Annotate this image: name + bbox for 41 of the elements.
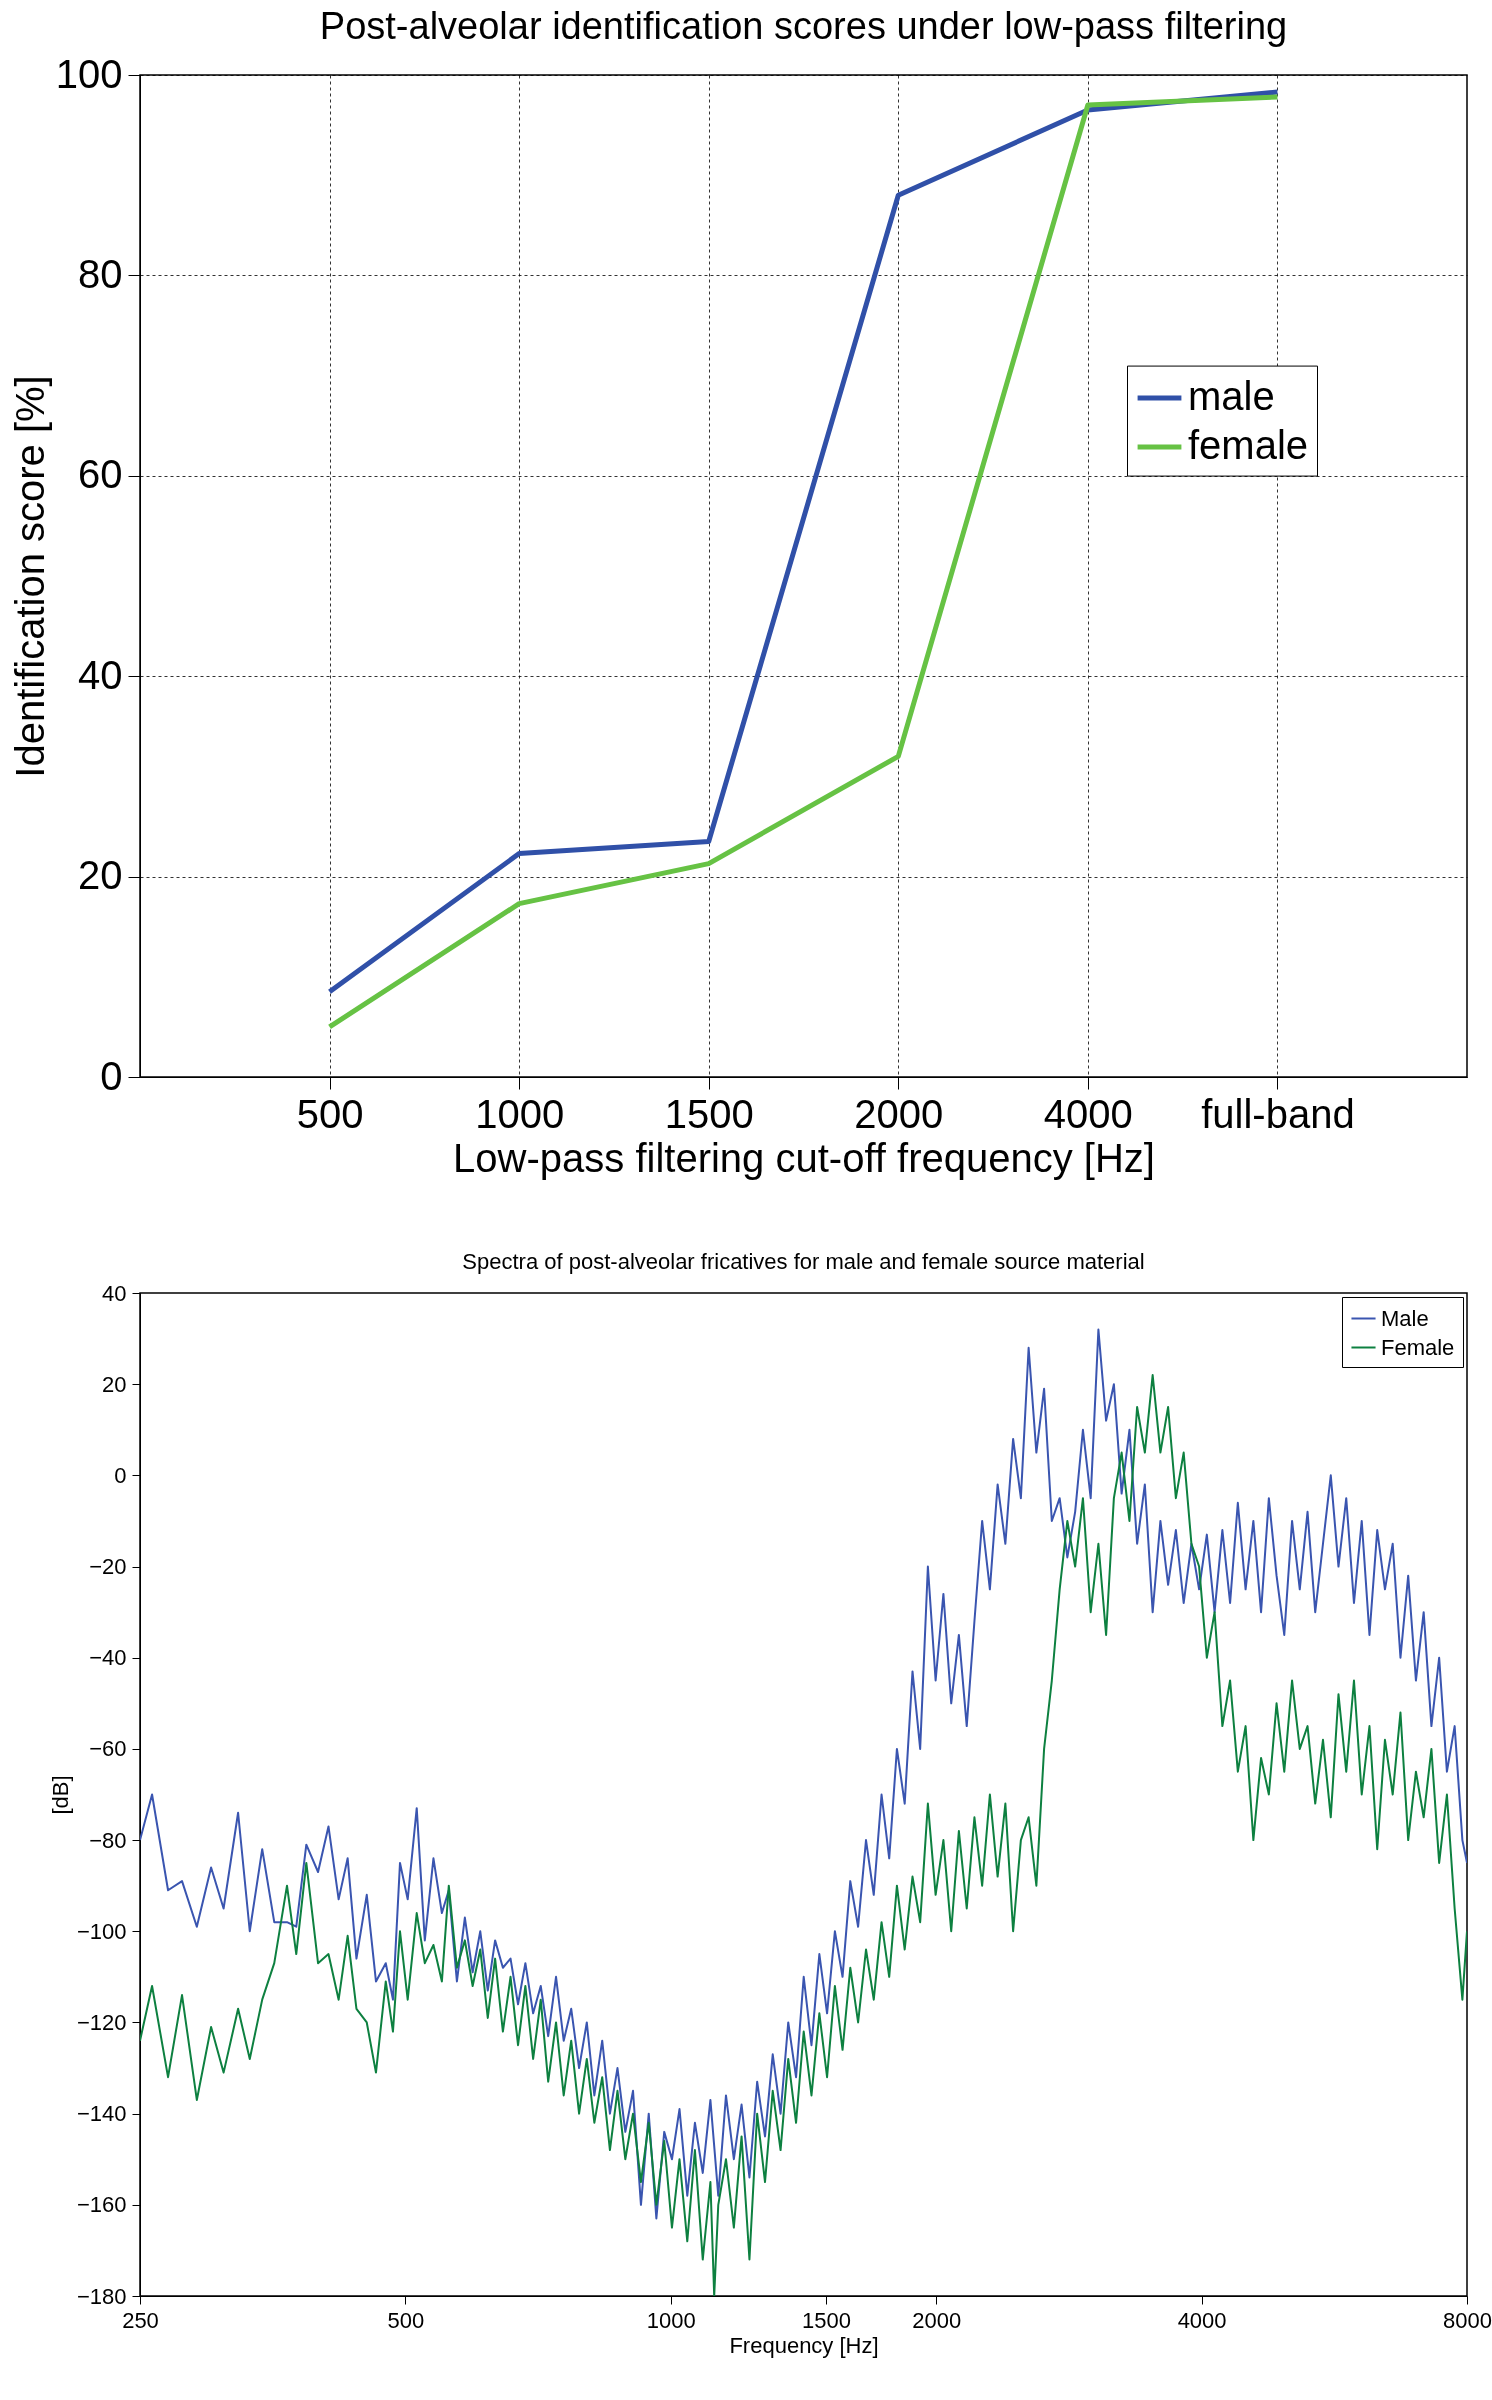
y-tick-label: 20 bbox=[78, 853, 123, 898]
x-tick-label: 1500 bbox=[664, 1091, 754, 1136]
x-tick-label: full-band bbox=[1201, 1091, 1355, 1136]
x-tick-label: 1000 bbox=[646, 2307, 696, 2333]
x-tick-label: 1000 bbox=[475, 1091, 565, 1136]
x-axis-title: Low-pass filtering cut-off frequency [Hz] bbox=[453, 1135, 1155, 1180]
y-tick-label: 40 bbox=[78, 652, 123, 697]
y-tick-label: 80 bbox=[78, 251, 123, 296]
x-tick-label: 4000 bbox=[1177, 2307, 1227, 2333]
chart-title: Spectra of post-alveolar fricatives for male and female source material bbox=[462, 1249, 1145, 1274]
y-tick-label: −80 bbox=[89, 1827, 127, 1853]
legend-label: female bbox=[1188, 423, 1309, 468]
chart-title: Post-alveolar identification scores under low-pass filtering bbox=[319, 5, 1288, 47]
y-tick-label: −20 bbox=[89, 1554, 127, 1580]
legend-label: Male bbox=[1381, 1305, 1429, 1331]
x-tick-label: 2000 bbox=[854, 1091, 944, 1136]
y-tick-label: −60 bbox=[89, 1736, 127, 1762]
y-axis-title: Identification score [%] bbox=[7, 375, 52, 778]
y-tick-label: 0 bbox=[100, 1053, 123, 1098]
legend-label: male bbox=[1188, 374, 1275, 419]
y-tick-label: 100 bbox=[55, 51, 123, 96]
y-tick-label: −100 bbox=[76, 1918, 127, 1944]
y-tick-label: 20 bbox=[102, 1371, 127, 1397]
x-tick-label: 1500 bbox=[802, 2307, 852, 2333]
y-tick-label: −160 bbox=[76, 2192, 127, 2218]
y-tick-label: 40 bbox=[102, 1280, 127, 1306]
y-axis-title: [dB] bbox=[47, 1775, 73, 1815]
x-tick-label: 8000 bbox=[1443, 2307, 1492, 2333]
x-tick-label: 500 bbox=[387, 2307, 425, 2333]
y-tick-label: 0 bbox=[114, 1462, 127, 1488]
y-tick-label: −180 bbox=[76, 2283, 127, 2309]
x-tick-label: 4000 bbox=[1043, 1091, 1133, 1136]
y-tick-label: −140 bbox=[76, 2101, 127, 2127]
x-tick-label: 2000 bbox=[912, 2307, 962, 2333]
y-tick-label: −120 bbox=[76, 2009, 127, 2035]
x-tick-label: 500 bbox=[296, 1091, 364, 1136]
x-axis-title: Frequency [Hz] bbox=[729, 2332, 879, 2358]
x-tick-label: 250 bbox=[122, 2307, 159, 2333]
y-tick-label: 60 bbox=[78, 452, 123, 497]
legend-label: Female bbox=[1381, 1334, 1455, 1360]
y-tick-label: −40 bbox=[89, 1645, 127, 1671]
